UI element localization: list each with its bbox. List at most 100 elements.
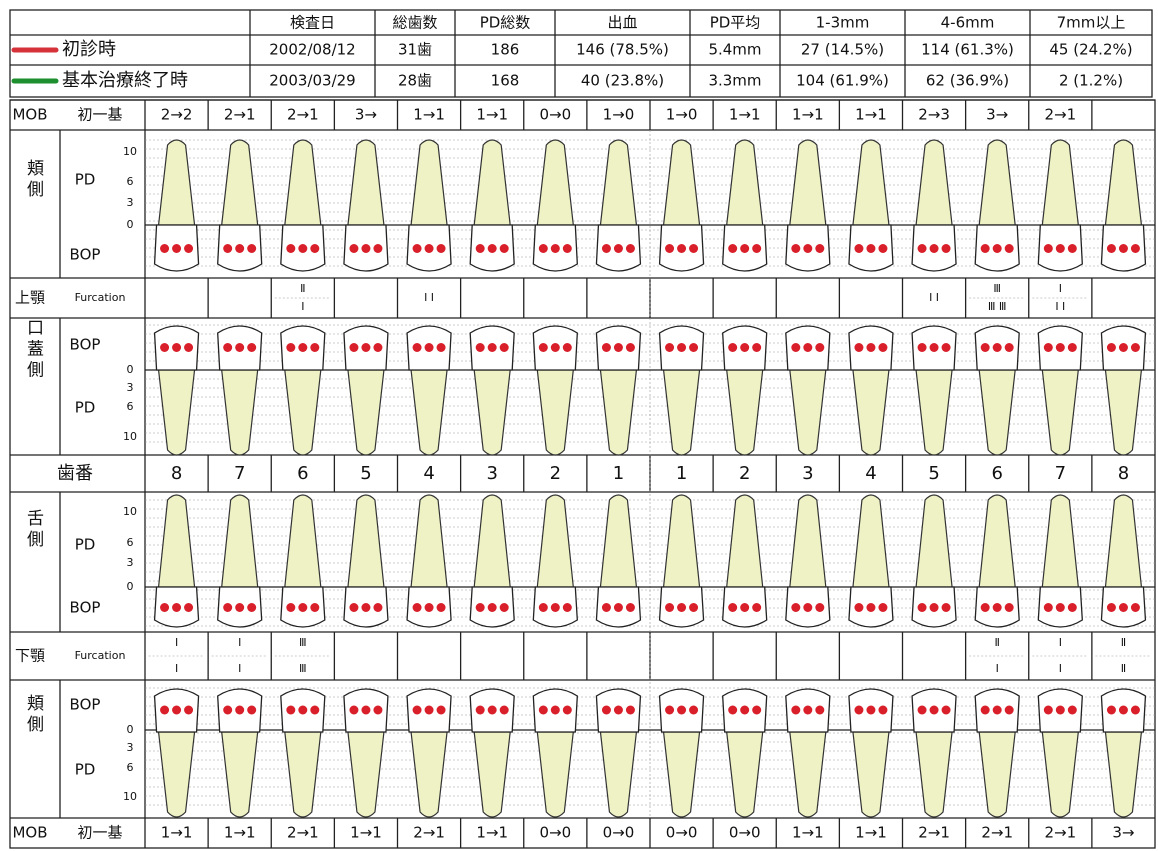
- bop-dot: [223, 705, 233, 715]
- label: 31歯: [398, 41, 432, 59]
- bop-dot: [499, 244, 509, 253]
- label: MOB: [12, 824, 47, 842]
- bop-dot: [247, 244, 257, 253]
- label: 27 (14.5%): [801, 41, 884, 59]
- label: PD: [75, 171, 96, 189]
- tooth-root: [599, 369, 638, 456]
- bop-dot: [538, 244, 548, 253]
- label: 2→1: [287, 106, 319, 124]
- label: 146 (78.5%): [576, 41, 669, 59]
- bop-dot: [866, 244, 876, 253]
- bop-dot: [538, 603, 548, 612]
- bop-dot: [941, 343, 951, 352]
- bop-dot: [550, 244, 560, 253]
- bop-dot: [499, 343, 509, 352]
- bop-dot: [310, 244, 320, 253]
- label: 1-3mm: [816, 14, 870, 32]
- label: 2→1: [224, 106, 256, 124]
- tooth-root: [662, 139, 701, 226]
- bop-dot: [538, 343, 548, 352]
- bop-dot: [1106, 705, 1116, 715]
- tooth-root: [1041, 139, 1079, 226]
- bop-dot: [1004, 244, 1014, 253]
- bop-dot: [310, 705, 320, 715]
- bop-dot: [677, 603, 687, 612]
- bop-dot: [184, 603, 194, 612]
- bop-dot: [1130, 343, 1140, 352]
- tooth-root: [410, 731, 448, 818]
- label: 186: [491, 41, 520, 59]
- label: 3→: [355, 106, 377, 124]
- label: 0→0: [666, 824, 698, 842]
- label: 2→1: [981, 824, 1013, 842]
- label: 28歯: [398, 72, 432, 90]
- tooth-root: [284, 731, 322, 818]
- bop-dot: [286, 705, 296, 715]
- label: 104 (61.9%): [796, 72, 889, 90]
- bop-dot: [878, 705, 888, 715]
- bop-dot: [1130, 244, 1140, 253]
- bop-dot: [361, 343, 371, 352]
- label: 0→0: [603, 824, 635, 842]
- label: 3: [127, 741, 134, 754]
- bop-dot: [424, 705, 434, 715]
- bop-dot: [677, 244, 687, 253]
- bop-dot: [689, 244, 699, 253]
- label: 2→1: [1044, 106, 1076, 124]
- bop-dot: [980, 603, 990, 612]
- label: 0: [127, 723, 134, 736]
- bop-dot: [361, 705, 371, 715]
- bop-dot: [878, 603, 888, 612]
- tooth-root: [789, 139, 827, 226]
- bop-dot: [878, 244, 888, 253]
- bop-dot: [625, 244, 635, 253]
- bop-dot: [223, 343, 233, 352]
- bop-dot: [791, 603, 801, 612]
- bop-dot: [1004, 603, 1014, 612]
- label: BOP: [70, 246, 101, 264]
- label: 1→1: [855, 824, 887, 842]
- bop-dot: [412, 244, 422, 253]
- bop-dot: [550, 705, 560, 715]
- bop-dot: [223, 244, 233, 253]
- label: Ⅲ: [299, 662, 307, 675]
- tooth-root: [599, 494, 638, 588]
- tooth-root: [789, 731, 827, 818]
- label: 1→0: [603, 106, 635, 124]
- label: PD平均: [710, 14, 761, 32]
- bop-dot: [436, 244, 446, 253]
- bop-dot: [866, 343, 876, 352]
- bop-dot: [1067, 244, 1077, 253]
- bop-dot: [689, 343, 699, 352]
- label: 2002/08/12: [269, 41, 355, 59]
- bop-dot: [298, 244, 308, 253]
- bop-dot: [298, 343, 308, 352]
- label: Ⅰ Ⅰ: [424, 291, 434, 304]
- label: 7: [1055, 463, 1066, 484]
- tooth-root: [978, 731, 1016, 818]
- bop-dot: [184, 343, 194, 352]
- label: 基本治療終了時: [62, 70, 188, 91]
- label: PD: [75, 761, 96, 779]
- tooth-root: [915, 494, 953, 588]
- label: Ⅰ: [238, 662, 241, 675]
- bop-dot: [665, 244, 675, 253]
- bop-dot: [665, 603, 675, 612]
- bop-dot: [562, 343, 572, 352]
- bop-dot: [1055, 603, 1065, 612]
- bop-dot: [475, 603, 485, 612]
- label: PD: [75, 536, 96, 554]
- bop-dot: [184, 244, 194, 253]
- label: 初診時: [62, 39, 116, 60]
- bop-dot: [1106, 343, 1116, 352]
- bop-dot: [160, 603, 170, 612]
- label: 1→1: [476, 106, 508, 124]
- label: 10: [123, 430, 137, 443]
- bop-dot: [160, 343, 170, 352]
- bop-dot: [349, 343, 359, 352]
- bop-dot: [728, 705, 738, 715]
- label: 4: [423, 463, 434, 484]
- bop-dot: [349, 244, 359, 253]
- bop-dot: [752, 603, 762, 612]
- tooth-root: [726, 369, 764, 456]
